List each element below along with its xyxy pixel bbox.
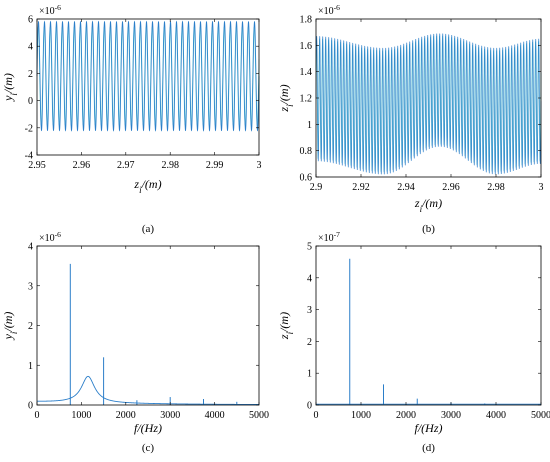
series-line <box>36 20 260 132</box>
series-group <box>315 33 542 175</box>
y-tick-label: 1.8 <box>300 15 313 26</box>
x-axis-label: zi​/(m) <box>133 177 161 195</box>
x-axis-label: zi​/(m) <box>414 196 442 214</box>
y-tick-label: 6 <box>28 15 33 26</box>
spectrum-baseline <box>37 375 259 405</box>
series-group <box>316 258 541 405</box>
y-axis-exponent: ×10-7​ <box>318 230 340 245</box>
x-tick-label: 2.98 <box>487 182 505 193</box>
x-tick-label: 5000 <box>531 410 550 421</box>
x-tick-label: 3000 <box>441 410 461 421</box>
panel-label-d: (d) <box>422 442 435 454</box>
y-tick-label: 1.6 <box>300 41 313 52</box>
y-axis-label: yi​/(m) <box>1 73 19 102</box>
y-tick-label: 0 <box>28 401 33 412</box>
x-tick-label: 2.98 <box>161 160 179 171</box>
x-tick-label: 1000 <box>71 410 91 421</box>
x-tick-label: 3 <box>539 182 544 193</box>
panel-label-b: (b) <box>422 223 435 235</box>
y-axis-exponent: ×10-6​ <box>39 230 61 245</box>
y-axis-exponent: ×10-6​ <box>39 3 61 18</box>
x-tick-label: 2.94 <box>397 182 415 193</box>
y-axis-label: zi​/(m) <box>277 84 295 112</box>
x-tick-label: 4000 <box>205 410 225 421</box>
x-tick-label: 2000 <box>116 410 136 421</box>
y-tick-label: 0 <box>307 401 312 412</box>
y-tick-label: 0.6 <box>300 173 313 184</box>
x-axis-label: f/(Hz) <box>134 421 162 435</box>
y-tick-label: 4 <box>28 42 33 53</box>
series-group <box>37 263 259 405</box>
x-tick-label: 5000 <box>249 410 269 421</box>
axes-frame <box>315 245 542 406</box>
y-axis-label: zi​/(m) <box>277 312 295 340</box>
series-line <box>315 33 542 175</box>
x-tick-label: 2.97 <box>117 160 135 171</box>
axes-frame <box>36 18 260 156</box>
panel-label-a: (a) <box>142 223 155 235</box>
x-tick-label: 3 <box>257 160 262 171</box>
x-tick-label: 4000 <box>486 410 506 421</box>
y-tick-label: 3 <box>28 281 33 292</box>
y-tick-label: 2 <box>28 321 33 332</box>
y-tick-label: -4 <box>25 151 33 162</box>
x-tick-label: 2.92 <box>352 182 370 193</box>
x-tick-label: 2.96 <box>442 182 460 193</box>
x-axis-label: f/(Hz) <box>415 421 443 435</box>
x-tick-label: 1000 <box>351 410 371 421</box>
x-tick-label: 3000 <box>160 410 180 421</box>
x-tick-label: 2.96 <box>73 160 91 171</box>
y-axis-exponent: ×10-6​ <box>318 3 340 18</box>
x-tick-label: 2.9 <box>310 182 323 193</box>
x-tick-label: 0 <box>314 410 319 421</box>
y-tick-label: 1 <box>307 369 312 380</box>
y-tick-label: 3 <box>307 305 312 316</box>
y-tick-label: 4 <box>28 242 33 253</box>
y-tick-label: 5 <box>307 242 312 253</box>
y-tick-label: -2 <box>25 123 33 134</box>
x-tick-label: 2.95 <box>28 160 46 171</box>
y-tick-label: 4 <box>307 273 312 284</box>
x-tick-label: 0 <box>35 410 40 421</box>
y-tick-label: 1.4 <box>300 67 313 78</box>
y-tick-label: 1 <box>307 120 312 131</box>
y-tick-label: 0 <box>28 96 33 107</box>
y-tick-label: 2 <box>28 69 33 80</box>
y-axis-label: yi​/(m) <box>1 312 19 341</box>
y-tick-label: 0.8 <box>300 146 313 157</box>
y-tick-label: 2 <box>307 337 312 348</box>
x-tick-label: 2.99 <box>206 160 224 171</box>
y-tick-label: 1 <box>28 361 33 372</box>
x-tick-label: 2000 <box>396 410 416 421</box>
panel-label-c: (c) <box>142 442 155 454</box>
y-tick-label: 1.2 <box>300 94 313 105</box>
series-group <box>36 20 260 132</box>
